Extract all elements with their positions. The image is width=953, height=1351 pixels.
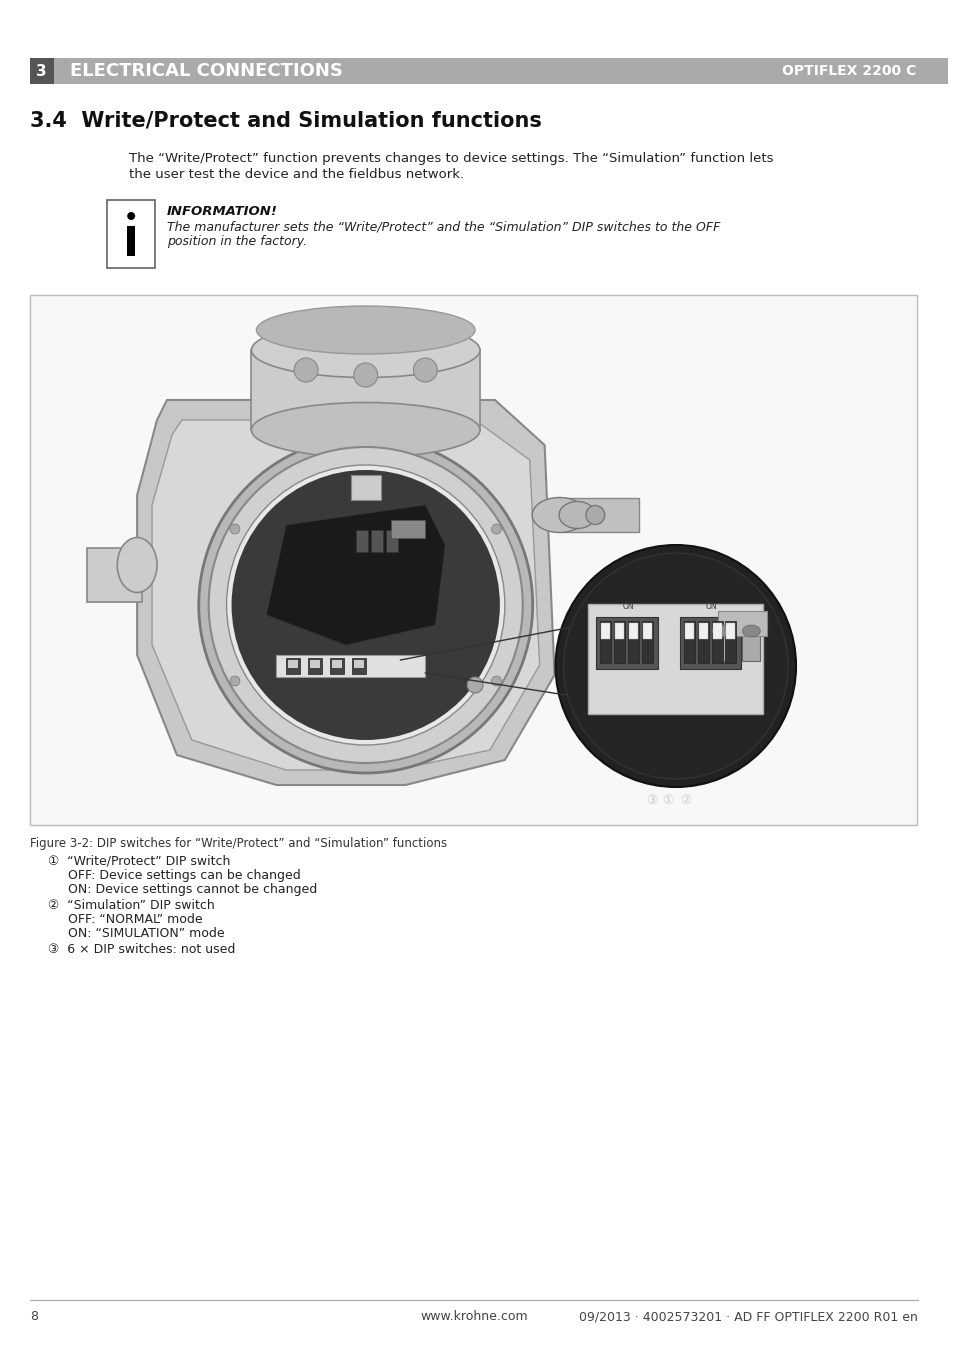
Polygon shape	[152, 420, 539, 770]
Bar	[53, 58, 947, 84]
Text: ON: “SIMULATION” mode: ON: “SIMULATION” mode	[48, 927, 224, 940]
Bar	[641, 621, 652, 663]
Text: OFF: “NORMAL” mode: OFF: “NORMAL” mode	[48, 913, 202, 925]
Bar	[712, 623, 720, 639]
Polygon shape	[137, 400, 554, 785]
Circle shape	[230, 676, 239, 686]
Bar	[596, 617, 658, 669]
Bar	[599, 621, 611, 663]
Circle shape	[467, 677, 482, 693]
Circle shape	[227, 465, 504, 744]
Circle shape	[491, 676, 501, 686]
Text: ③  6 × DIP switches: not used: ③ 6 × DIP switches: not used	[48, 943, 234, 957]
Circle shape	[354, 363, 377, 386]
Ellipse shape	[558, 501, 596, 528]
Circle shape	[563, 553, 787, 780]
Bar	[30, 295, 917, 825]
Bar	[698, 623, 707, 639]
Circle shape	[491, 524, 501, 534]
Ellipse shape	[712, 626, 730, 638]
Circle shape	[127, 212, 135, 220]
Bar	[717, 611, 766, 636]
Circle shape	[294, 358, 317, 382]
Bar	[712, 631, 730, 661]
Text: 3: 3	[36, 63, 47, 78]
Text: OPTIFLEX 2200 C: OPTIFLEX 2200 C	[781, 63, 915, 78]
Ellipse shape	[585, 505, 604, 524]
Text: the user test the device and the fieldbus network.: the user test the device and the fieldbu…	[129, 168, 464, 181]
Bar	[390, 520, 425, 538]
Text: 09/2013 · 4002573201 · AD FF OPTIFLEX 2200 R01 en: 09/2013 · 4002573201 · AD FF OPTIFLEX 22…	[578, 1310, 918, 1323]
Text: ELECTRICAL CONNECTIONS: ELECTRICAL CONNECTIONS	[70, 62, 342, 80]
Ellipse shape	[252, 323, 479, 377]
Bar	[726, 623, 735, 639]
Bar	[558, 499, 639, 532]
Bar	[310, 661, 319, 667]
Bar	[711, 621, 721, 663]
Ellipse shape	[117, 538, 157, 593]
Bar	[371, 530, 382, 553]
Circle shape	[198, 436, 532, 773]
Text: ②: ②	[679, 794, 691, 807]
Bar	[108, 200, 155, 267]
Text: ②  “Simulation” DIP switch: ② “Simulation” DIP switch	[48, 898, 214, 912]
Text: ③: ③	[645, 794, 657, 807]
Bar	[588, 604, 762, 713]
Circle shape	[413, 358, 436, 382]
Text: position in the factory.: position in the factory.	[167, 235, 307, 249]
Bar	[88, 549, 142, 603]
Bar	[30, 58, 53, 84]
Text: ON: ON	[705, 603, 717, 611]
Text: The manufacturer sets the “Write/Protect” and the “Simulation” DIP switches to t: The manufacturer sets the “Write/Protect…	[167, 220, 720, 232]
Bar	[351, 476, 380, 500]
Bar	[352, 658, 365, 674]
Bar	[627, 621, 639, 663]
Text: ①: ①	[661, 794, 673, 807]
Text: The “Write/Protect” function prevents changes to device settings. The “Simulatio: The “Write/Protect” function prevents ch…	[129, 153, 773, 165]
Bar	[354, 661, 363, 667]
Bar	[628, 623, 638, 639]
Polygon shape	[266, 505, 445, 644]
Bar	[741, 631, 760, 661]
Bar	[697, 621, 708, 663]
Circle shape	[209, 447, 522, 763]
Text: INFORMATION!: INFORMATION!	[167, 205, 277, 218]
Bar	[679, 617, 740, 669]
Bar	[385, 530, 397, 553]
Circle shape	[232, 470, 499, 740]
Bar	[615, 623, 623, 639]
Ellipse shape	[256, 305, 475, 354]
Bar	[330, 658, 343, 674]
Bar	[614, 621, 624, 663]
Text: OFF: Device settings can be changed: OFF: Device settings can be changed	[48, 869, 300, 882]
Ellipse shape	[532, 497, 586, 532]
Text: 3.4  Write/Protect and Simulation functions: 3.4 Write/Protect and Simulation functio…	[30, 109, 541, 130]
Bar	[252, 350, 479, 430]
Circle shape	[230, 524, 239, 534]
Bar	[288, 661, 298, 667]
Bar	[600, 623, 610, 639]
Circle shape	[555, 544, 795, 788]
Bar	[683, 621, 694, 663]
Text: www.krohne.com: www.krohne.com	[420, 1310, 527, 1323]
Bar	[684, 623, 693, 639]
Bar	[642, 623, 651, 639]
Bar	[332, 661, 341, 667]
Text: ON: Device settings cannot be changed: ON: Device settings cannot be changed	[48, 884, 316, 896]
Bar	[286, 658, 300, 674]
Bar	[127, 226, 135, 255]
Text: ON: ON	[621, 603, 633, 611]
Text: 8: 8	[30, 1310, 38, 1323]
Bar	[276, 655, 425, 677]
Ellipse shape	[252, 403, 479, 458]
Bar	[355, 530, 367, 553]
Text: Figure 3-2: DIP switches for “Write/Protect” and “Simulation” functions: Figure 3-2: DIP switches for “Write/Prot…	[30, 838, 446, 850]
Ellipse shape	[741, 626, 760, 638]
Bar	[308, 658, 322, 674]
Text: ①  “Write/Protect” DIP switch: ① “Write/Protect” DIP switch	[48, 855, 230, 867]
Bar	[724, 621, 736, 663]
